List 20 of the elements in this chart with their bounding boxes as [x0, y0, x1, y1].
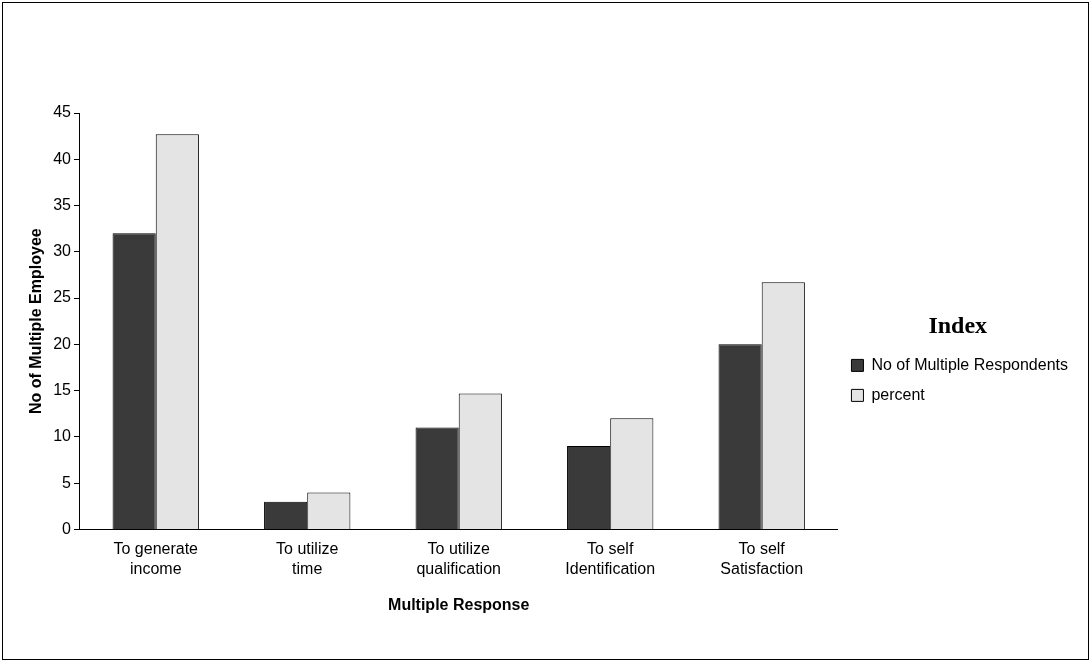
x-tick-label: To utilize time [276, 540, 339, 577]
x-tick-label: To self Identification [565, 540, 656, 577]
y-tick-label: 0 [62, 519, 72, 537]
x-tick-label: To generate income [113, 540, 199, 577]
y-tick-label: 15 [53, 381, 72, 399]
x-tick-label: To self Satisfaction [720, 540, 804, 577]
y-axis-title: No of Multiple Employee [27, 228, 45, 415]
x-axis-title: Multiple Response [388, 595, 530, 613]
legend-title: Index [928, 311, 988, 338]
legend-label: No of Multiple Respondents [871, 355, 1069, 373]
y-tick-label: 20 [53, 334, 72, 352]
y-tick-label: 40 [53, 149, 72, 167]
y-tick-label: 25 [53, 288, 72, 306]
x-tick-label: To utilize qualification [416, 540, 501, 577]
y-tick-label: 5 [62, 473, 72, 491]
legend-label: percent [871, 385, 926, 403]
y-tick-label: 35 [53, 195, 72, 213]
y-tick-label: 30 [53, 242, 72, 260]
y-tick-label: 10 [53, 427, 72, 445]
y-tick-label: 45 [53, 103, 72, 121]
